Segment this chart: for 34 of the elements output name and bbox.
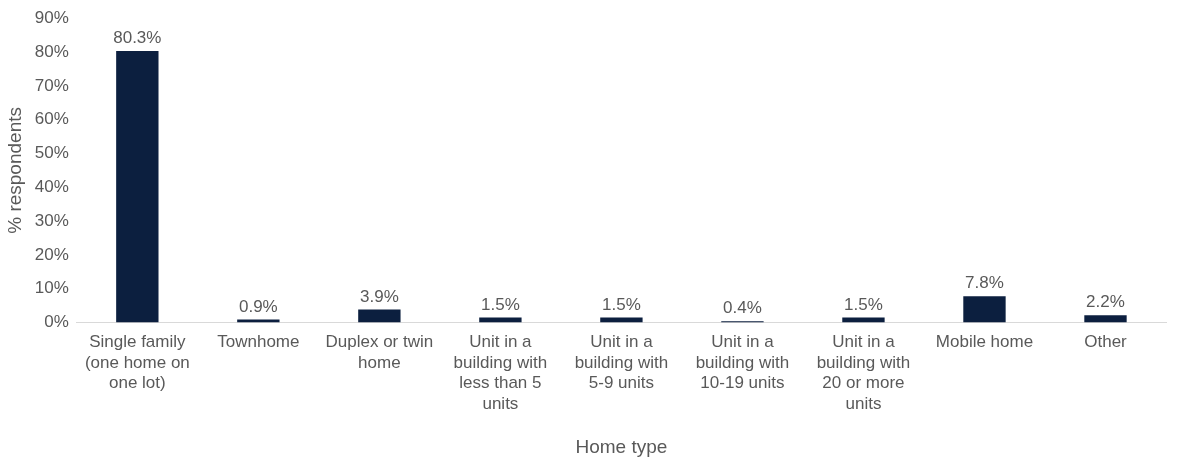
data-label: 1.5% — [481, 294, 520, 314]
x-tick-label: Mobile home — [935, 332, 1034, 352]
x-tick-label: Other — [1084, 332, 1128, 352]
bar — [963, 296, 1006, 323]
x-tick-label: Townhome — [217, 332, 300, 352]
y-tick-label: 80% — [34, 41, 69, 61]
y-tick-label: 90% — [34, 7, 69, 27]
bar — [116, 51, 159, 323]
data-label: 7.8% — [965, 273, 1004, 293]
x-tick-label: Unit in a building with less than 5 units — [453, 332, 548, 413]
bar — [358, 309, 401, 323]
x-tick-label: Unit in a building with 5-9 units — [574, 332, 669, 393]
x-tick-label: Single family (one home on one lot) — [84, 332, 190, 393]
data-label: 1.5% — [844, 294, 883, 314]
y-tick-label: 30% — [34, 210, 69, 230]
data-label: 0.9% — [238, 296, 278, 316]
data-label: 80.3% — [113, 28, 162, 48]
x-tick-label: Unit in a building with 10-19 units — [695, 332, 790, 393]
y-axis-title: % respondents — [3, 107, 25, 234]
x-axis-title: Home type — [575, 435, 668, 457]
y-tick-label: 0% — [44, 312, 69, 332]
x-tick-label: Duplex or twin home — [325, 332, 434, 372]
y-tick-label: 40% — [34, 177, 69, 196]
data-label: 3.9% — [360, 286, 399, 306]
y-tick-label: 60% — [34, 109, 69, 129]
data-label: 2.2% — [1086, 292, 1125, 312]
bar — [1084, 315, 1127, 323]
x-tick-label: Unit in a building with 20 or more units — [816, 332, 911, 413]
y-tick-label: 50% — [34, 143, 69, 163]
y-tick-label: 70% — [34, 75, 69, 95]
data-label: 0.4% — [723, 298, 762, 318]
y-tick-label: 20% — [34, 244, 69, 264]
data-label: 1.5% — [602, 294, 641, 314]
y-tick-label: 10% — [34, 278, 69, 298]
